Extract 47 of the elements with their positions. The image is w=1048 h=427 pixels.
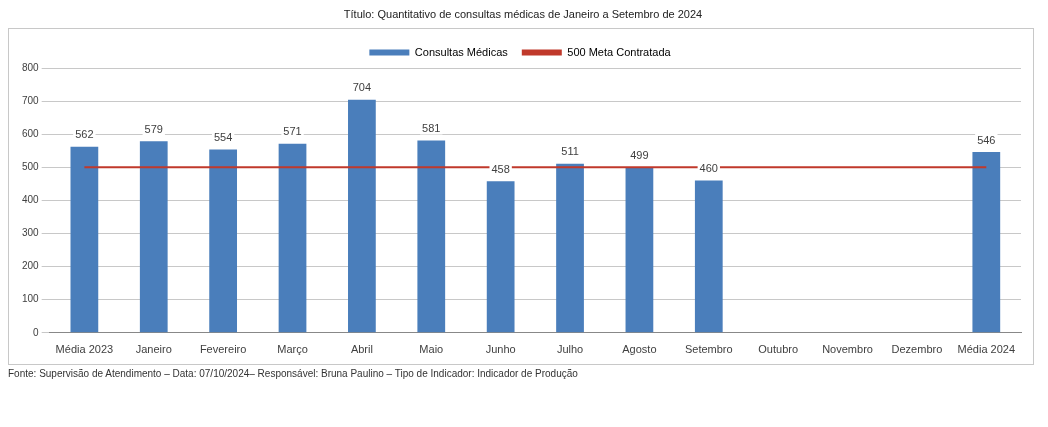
- bar: [209, 149, 238, 333]
- legend-label: 500 Meta Contratada: [567, 45, 672, 58]
- x-tick-label: Fevereiro: [199, 343, 247, 356]
- data-label: 499: [630, 149, 649, 162]
- data-label: 581: [422, 122, 441, 135]
- y-tick-label: 200: [22, 260, 40, 272]
- x-tick-label: Agosto: [622, 343, 657, 356]
- bar: [694, 180, 723, 333]
- y-tick-label: 700: [22, 94, 40, 106]
- y-tick-label: 500: [22, 161, 40, 173]
- bar: [348, 99, 376, 333]
- legend-label: Consultas Médicas: [414, 45, 509, 58]
- bar: [972, 152, 1001, 333]
- x-tick-label: Outubro: [758, 343, 799, 356]
- data-label: 554: [213, 130, 233, 143]
- x-tick-label: Setembro: [684, 343, 733, 356]
- data-label: 571: [283, 125, 302, 138]
- chart-title: Título: Quantitativo de consultas médicas de Janeiro a Setembro de 2024: [342, 8, 704, 20]
- y-tick-label: 300: [22, 227, 40, 239]
- x-tick-label: Junho: [485, 343, 516, 356]
- data-label: 704: [352, 81, 372, 94]
- data-label: 546: [977, 133, 996, 146]
- x-tick-label: Média 2023: [55, 343, 114, 356]
- bar: [70, 146, 99, 333]
- y-tick-label: 100: [22, 293, 40, 305]
- bar: [278, 143, 307, 333]
- x-tick-label: Dezembro: [891, 343, 943, 356]
- bar: [486, 181, 515, 333]
- source-note: Fonte: Supervisão de Atendimento – Data: 07/10/2024– Responsável: Bruna Paulino – Tipo de Indicador: Indicador de Produção: [8, 368, 579, 379]
- bar: [556, 163, 584, 333]
- data-label: 511: [561, 145, 579, 158]
- x-tick-label: Abril: [350, 343, 373, 356]
- bar: [139, 141, 168, 333]
- y-tick-label: 0: [33, 326, 40, 338]
- bar: [417, 140, 446, 333]
- y-tick-label: 600: [22, 127, 40, 139]
- x-tick-label: Janeiro: [135, 343, 172, 356]
- x-tick-label: Média 2024: [957, 343, 1016, 356]
- y-tick-label: 800: [22, 61, 40, 73]
- data-label: 579: [144, 122, 163, 135]
- x-tick-label: Julho: [556, 343, 584, 356]
- data-label: 562: [75, 128, 94, 141]
- x-tick-label: Março: [277, 343, 308, 356]
- x-tick-label: Novembro: [822, 343, 873, 356]
- x-tick-label: Maio: [419, 343, 444, 356]
- y-tick-label: 400: [22, 194, 40, 206]
- bar: [625, 167, 654, 333]
